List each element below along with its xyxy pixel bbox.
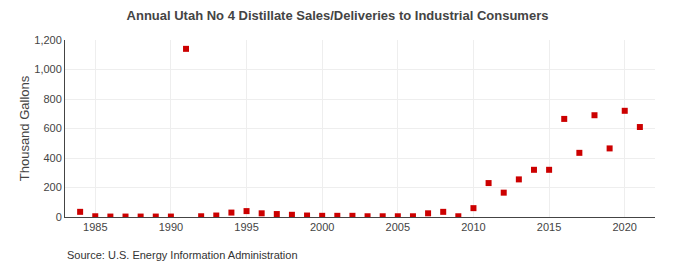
- svg-text:800: 800: [43, 93, 61, 105]
- svg-text:200: 200: [43, 181, 61, 193]
- svg-text:1995: 1995: [234, 221, 258, 233]
- svg-text:1,000: 1,000: [34, 63, 62, 75]
- svg-text:2000: 2000: [310, 221, 334, 233]
- svg-text:2015: 2015: [537, 221, 561, 233]
- svg-text:1985: 1985: [83, 221, 107, 233]
- svg-text:2005: 2005: [386, 221, 410, 233]
- svg-text:2020: 2020: [612, 221, 636, 233]
- svg-text:Annual Utah No 4 Distillate Sa: Annual Utah No 4 Distillate Sales/Delive…: [127, 8, 549, 23]
- svg-text:400: 400: [43, 152, 61, 164]
- svg-text:Source: U.S. Energy Informatio: Source: U.S. Energy Information Administ…: [67, 249, 298, 261]
- svg-text:2010: 2010: [461, 221, 485, 233]
- svg-text:600: 600: [43, 122, 61, 134]
- svg-text:1990: 1990: [159, 221, 183, 233]
- svg-text:0: 0: [56, 211, 62, 223]
- svg-text:Thousand Gallons: Thousand Gallons: [17, 75, 32, 181]
- svg-text:1,200: 1,200: [34, 34, 62, 46]
